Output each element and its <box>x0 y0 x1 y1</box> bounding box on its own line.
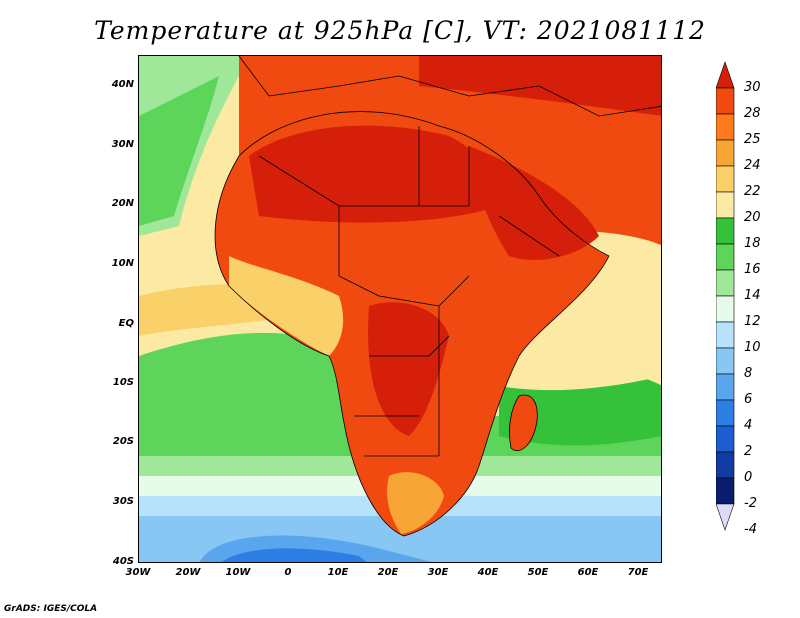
colorbar-label: 20 <box>744 210 761 225</box>
colorbar-segment <box>716 165 735 193</box>
lon-label: 30W <box>125 567 151 578</box>
colorbar-segment <box>716 217 735 245</box>
colorbar-bottom-arrow <box>716 503 735 531</box>
colorbar-segment <box>716 269 735 297</box>
lon-label: 10E <box>327 567 349 578</box>
lat-label: 10N <box>111 258 134 269</box>
lat-label: 40S <box>112 556 134 567</box>
colorbar-label: -4 <box>744 522 757 537</box>
lon-label: 20E <box>377 567 399 578</box>
lon-label: 0 <box>284 567 292 578</box>
colorbar-label: 4 <box>744 418 753 433</box>
colorbar-label: 0 <box>744 470 753 485</box>
colorbar-segment <box>716 425 735 453</box>
colorbar-label: 25 <box>744 132 761 147</box>
colorbar <box>716 61 735 531</box>
colorbar-label: 22 <box>744 184 761 199</box>
colorbar-label: 12 <box>744 314 761 329</box>
lon-label: 50E <box>527 567 549 578</box>
colorbar-segment <box>716 139 735 167</box>
colorbar-label: 30 <box>744 80 761 95</box>
temperature-map <box>138 55 662 563</box>
colorbar-label: 6 <box>744 392 753 407</box>
footer-credit: GrADS: IGES/COLA <box>4 604 98 614</box>
colorbar-label: 10 <box>744 340 761 355</box>
lat-label: 30S <box>112 496 134 507</box>
lat-label: EQ <box>118 318 134 329</box>
lat-label: 30N <box>111 139 134 150</box>
colorbar-label: -2 <box>744 496 757 511</box>
colorbar-segment <box>716 373 735 401</box>
lon-label: 70E <box>627 567 649 578</box>
map-title: Temperature at 925hPa [C], VT: 202108111… <box>94 16 706 45</box>
lon-label: 10W <box>225 567 251 578</box>
colorbar-label: 2 <box>744 444 753 459</box>
colorbar-segment <box>716 399 735 427</box>
colorbar-label: 14 <box>744 288 761 303</box>
colorbar-label: 18 <box>744 236 761 251</box>
lon-label: 40E <box>477 567 499 578</box>
colorbar-top-arrow <box>716 61 735 89</box>
lon-label: 60E <box>577 567 599 578</box>
lon-label: 20W <box>175 567 201 578</box>
lat-label: 10S <box>112 377 134 388</box>
lat-label: 40N <box>111 79 134 90</box>
colorbar-segment <box>716 347 735 375</box>
colorbar-segment <box>716 451 735 479</box>
colorbar-label: 8 <box>744 366 753 381</box>
colorbar-segment <box>716 321 735 349</box>
colorbar-segment <box>716 243 735 271</box>
lat-label: 20S <box>112 436 134 447</box>
colorbar-segment <box>716 113 735 141</box>
map-canvas <box>139 56 661 562</box>
colorbar-segment <box>716 191 735 219</box>
colorbar-label: 28 <box>744 106 761 121</box>
colorbar-segment <box>716 295 735 323</box>
lon-label: 30E <box>427 567 449 578</box>
colorbar-segment <box>716 87 735 115</box>
lat-label: 20N <box>111 198 134 209</box>
colorbar-label: 24 <box>744 158 761 173</box>
colorbar-segment <box>716 477 735 505</box>
colorbar-label: 16 <box>744 262 761 277</box>
